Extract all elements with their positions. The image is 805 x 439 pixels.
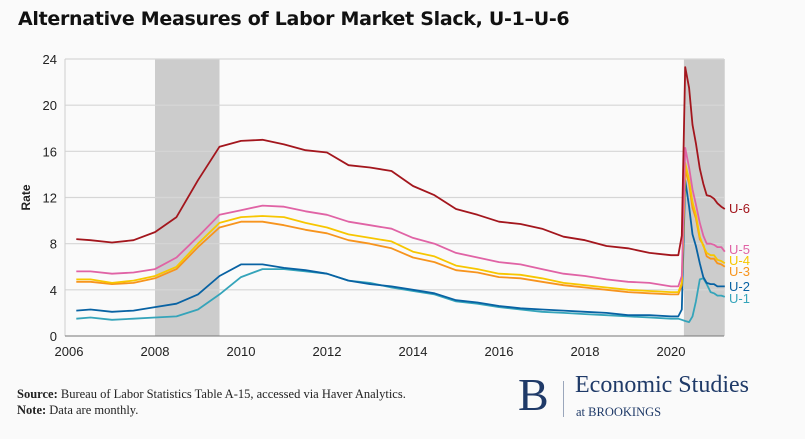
logo-divider (563, 381, 564, 417)
source-note: Source: Bureau of Labor Statistics Table… (17, 387, 406, 402)
x-tick-label: 2008 (141, 344, 170, 359)
logo-subtitle: at BROOKINGS (576, 405, 662, 419)
series-line-u-1 (76, 268, 726, 323)
brookings-logo-mark: B (518, 369, 549, 420)
series-line-u-2 (76, 179, 725, 318)
x-tick-label: 2018 (571, 344, 600, 359)
series-label-u-2: U-2 (729, 279, 750, 294)
x-tick-label: 2006 (55, 344, 84, 359)
y-axis-label: Rate (19, 184, 33, 210)
series-line-u-6 (76, 66, 726, 257)
note-text: Data are monthly. (46, 403, 139, 417)
series-label-u-5: U-5 (729, 242, 750, 257)
y-tick-label: 12 (43, 191, 57, 206)
x-tick-label: 2010 (227, 344, 256, 359)
series-label-u-3: U-3 (729, 264, 750, 279)
series-line-u-5 (76, 147, 726, 288)
x-tick-label: 2012 (313, 344, 342, 359)
data-note: Note: Data are monthly. (17, 403, 138, 418)
x-tick-label: 2014 (399, 344, 428, 359)
series-line-u-4 (76, 162, 726, 293)
series-label-u-6: U-6 (729, 201, 750, 216)
y-tick-label: 20 (43, 98, 57, 113)
note-label: Note: (17, 403, 47, 417)
y-tick-label: 0 (50, 329, 57, 344)
y-tick-label: 8 (50, 237, 57, 252)
x-tick-label: 2016 (485, 344, 514, 359)
line-chart: 0 4 8 12 16 20 24 2006 2008 2010 2012 2014 2016 2018 2… (19, 52, 750, 359)
chart-title: Alternative Measures of Labor Market Sla… (18, 8, 570, 30)
source-text: Bureau of Labor Statistics Table A-15, a… (57, 387, 406, 401)
x-tick-label: 2020 (657, 344, 686, 359)
y-tick-label: 16 (43, 144, 57, 159)
y-tick-label: 24 (43, 52, 57, 67)
y-tick-label: 4 (50, 283, 57, 298)
source-label: Source: (17, 387, 58, 401)
series-label-u-1: U-1 (729, 291, 750, 306)
series-label-u-4: U-4 (729, 253, 750, 268)
logo-name: Economic Studies (575, 372, 749, 398)
